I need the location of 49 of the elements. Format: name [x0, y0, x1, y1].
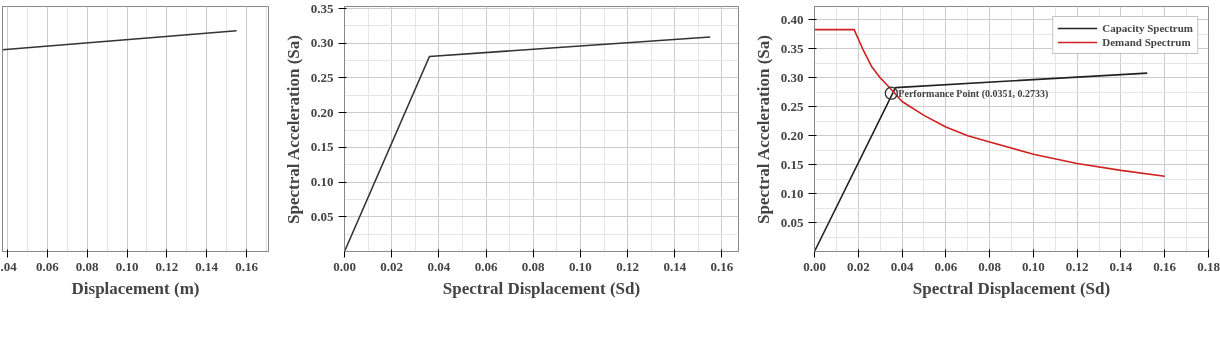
- x-tick-label: 0.04: [427, 258, 451, 274]
- x-tick-label: 0.02: [846, 258, 870, 274]
- x-axis-title: Spectral Displacement (Sd): [912, 278, 1111, 298]
- x-tick-label: 0.14: [195, 258, 219, 274]
- x-tick-label: 0.08: [521, 258, 546, 274]
- y-tick-label: 0.05: [310, 208, 334, 224]
- y-tick-label: 0.20: [310, 104, 334, 120]
- x-tick-label: 0.06: [474, 258, 498, 274]
- y-tick-label: 0.35: [310, 0, 334, 16]
- x-tick-label: 0.02: [380, 258, 404, 274]
- y-tick-label: 0.20: [780, 127, 804, 143]
- y-axis-title: Spectral Acceleration (Sa): [283, 35, 303, 224]
- y-tick-label: 0.10: [780, 185, 804, 201]
- x-tick-label: 0.12: [1065, 258, 1089, 274]
- y-tick-label: 0.30: [310, 35, 334, 51]
- y-tick-label: 0.35: [780, 40, 804, 56]
- x-tick-label: 0.14: [663, 258, 687, 274]
- x-tick-label: 0.00: [803, 258, 826, 274]
- x-tick-label: 0.16: [1153, 258, 1177, 274]
- x-axis-title: Displacement (m): [71, 278, 200, 298]
- x-tick-label: 0.10: [569, 258, 592, 274]
- x-tick-label: 0.10: [115, 258, 139, 274]
- x-tick-label: 0.00: [333, 258, 356, 274]
- y-tick-label: 0.05: [780, 214, 804, 230]
- x-tick-label: 0.18: [1197, 258, 1220, 274]
- x-tick-label: 0.08: [75, 258, 100, 274]
- x-tick-label: .04: [0, 258, 18, 274]
- x-tick-label: 0.16: [235, 258, 259, 274]
- y-tick-label: 0.25: [310, 69, 334, 85]
- y-tick-label: 0.10: [310, 174, 334, 190]
- legend-label: Capacity Spectrum: [1102, 21, 1193, 35]
- y-tick-label: 0.25: [780, 98, 804, 114]
- y-tick-label: 0.30: [780, 69, 804, 85]
- y-axis-title: Spectral Acceleration (Sa): [753, 35, 773, 224]
- x-tick-label: 0.12: [616, 258, 639, 274]
- y-tick-label: 0.40: [780, 11, 804, 27]
- x-tick-label: 0.10: [1022, 258, 1045, 274]
- x-tick-label: 0.14: [1109, 258, 1133, 274]
- x-tick-label: 0.06: [934, 258, 958, 274]
- x-tick-label: 0.16: [710, 258, 734, 274]
- legend-label: Demand Spectrum: [1102, 35, 1191, 49]
- x-tick-label: 0.04: [890, 258, 914, 274]
- y-tick-label: 0.15: [780, 156, 804, 172]
- y-tick-label: 0.15: [310, 139, 334, 155]
- annotation: Performance Point (0.0351, 0.2733): [898, 87, 1049, 100]
- x-axis-title: Spectral Displacement (Sd): [442, 278, 641, 298]
- x-tick-label: 0.06: [35, 258, 60, 274]
- x-tick-label: 0.12: [155, 258, 179, 274]
- x-tick-label: 0.08: [978, 258, 1002, 274]
